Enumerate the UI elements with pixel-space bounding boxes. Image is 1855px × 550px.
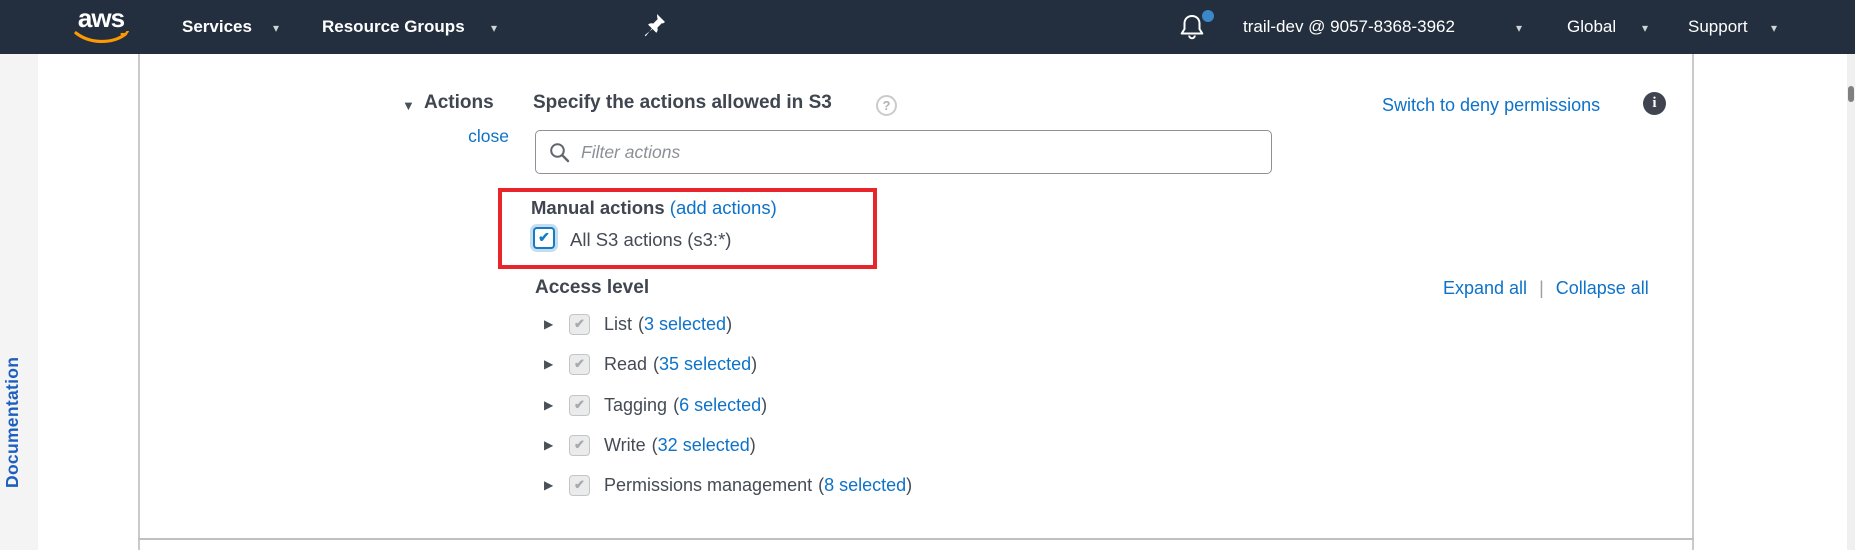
account-caret-icon: ▾	[1516, 21, 1523, 35]
info-icon[interactable]: i	[1643, 92, 1666, 115]
panel-left-border	[138, 54, 140, 550]
aws-smile-icon	[74, 30, 129, 44]
access-row-read: ▶ ✔ Read(35 selected)	[538, 352, 757, 376]
access-row-tagging: ▶ ✔ Tagging(6 selected)	[538, 393, 767, 417]
access-row-permissions-management: ▶ ✔ Permissions management(8 selected)	[538, 473, 912, 497]
switch-to-deny-link[interactable]: Switch to deny permissions	[1382, 95, 1601, 115]
pin-icon[interactable]	[644, 13, 666, 39]
top-nav-bar: aws Services ▾ Resource Groups ▾ trail-d…	[0, 0, 1855, 54]
checkmark-icon: ✔	[574, 436, 585, 452]
add-actions-link[interactable]: add actions	[675, 197, 771, 218]
actions-subtitle: Specify the actions allowed in S3	[533, 92, 832, 113]
nav-services[interactable]: Services	[182, 17, 252, 36]
expander-icon[interactable]: ▶	[544, 478, 554, 492]
region-menu[interactable]: Global	[1567, 17, 1617, 36]
checkmark-icon: ✔	[574, 355, 585, 371]
panel-right-border	[1692, 54, 1694, 550]
all-s3-actions-label: All S3 actions (s3:*)	[570, 229, 732, 250]
row-label: List	[604, 313, 633, 334]
add-actions-paren-open: (	[669, 197, 676, 218]
checkmark-icon: ✔	[538, 229, 550, 245]
row-label: Tagging	[604, 394, 668, 415]
page-scrollbar[interactable]	[1847, 54, 1855, 550]
support-menu[interactable]: Support	[1688, 17, 1748, 36]
region-caret-icon: ▾	[1642, 21, 1649, 35]
tagging-checkbox[interactable]: ✔	[569, 394, 590, 416]
selected-count-link[interactable]: 8 selected	[824, 474, 907, 495]
access-level-title: Access level	[535, 277, 650, 298]
paren-open: (	[818, 474, 825, 495]
filter-actions-input[interactable]	[570, 141, 1271, 163]
collapsed-sidebar	[0, 54, 38, 550]
checkmark-icon: ✔	[574, 476, 585, 492]
checkmark-icon: ✔	[574, 396, 585, 412]
paren-close: )	[751, 353, 758, 374]
selected-count-link[interactable]: 35 selected	[659, 353, 752, 374]
row-label: Permissions management	[604, 474, 813, 495]
aws-logo[interactable]: aws	[72, 5, 130, 49]
notifications-bell-icon[interactable]	[1178, 12, 1212, 44]
services-caret-icon: ▾	[273, 21, 280, 35]
actions-section-title: Actions	[424, 92, 494, 113]
row-label: Read	[604, 353, 648, 374]
panel-bottom-border	[138, 538, 1694, 540]
paren-open: (	[651, 434, 658, 455]
checkmark-icon: ✔	[574, 315, 585, 331]
paren-open: (	[638, 313, 645, 334]
close-link[interactable]: close	[468, 126, 509, 146]
read-checkbox[interactable]: ✔	[569, 353, 590, 375]
page-scrollbar-thumb[interactable]	[1848, 86, 1854, 102]
paren-open: (	[653, 353, 660, 374]
expand-collapse-controls: Expand all | Collapse all	[1443, 278, 1649, 299]
aws-logo-text: aws	[77, 3, 125, 33]
actions-collapse-icon[interactable]: ▼	[402, 98, 415, 113]
notification-badge	[1202, 10, 1214, 22]
expander-icon[interactable]: ▶	[544, 357, 554, 371]
paren-close: )	[906, 474, 913, 495]
list-checkbox[interactable]: ✔	[569, 313, 590, 335]
add-actions-paren-close: )	[770, 197, 777, 218]
access-row-list: ▶ ✔ List(3 selected)	[538, 312, 732, 336]
expand-all-link[interactable]: Expand all	[1443, 278, 1528, 298]
selected-count-link[interactable]: 3 selected	[644, 313, 727, 334]
link-separator: |	[1539, 278, 1544, 298]
expander-icon[interactable]: ▶	[544, 317, 554, 331]
paren-close: )	[761, 394, 768, 415]
paren-close: )	[726, 313, 733, 334]
expander-icon[interactable]: ▶	[544, 438, 554, 452]
collapse-all-link[interactable]: Collapse all	[1555, 278, 1649, 298]
permissions-management-checkbox[interactable]: ✔	[569, 474, 590, 496]
nav-resource-groups[interactable]: Resource Groups	[322, 17, 465, 36]
manual-actions-row: Manual actions (add actions)	[531, 196, 777, 220]
manual-actions-label: Manual actions	[531, 197, 665, 218]
expander-icon[interactable]: ▶	[544, 398, 554, 412]
all-s3-actions-checkbox[interactable]: ✔	[533, 227, 555, 249]
documentation-tab[interactable]: Documentation	[2, 356, 22, 488]
support-caret-icon: ▾	[1771, 21, 1778, 35]
write-checkbox[interactable]: ✔	[569, 434, 590, 456]
paren-close: )	[749, 434, 756, 455]
access-row-write: ▶ ✔ Write(32 selected)	[538, 433, 756, 457]
help-icon[interactable]: ?	[876, 95, 897, 116]
account-menu[interactable]: trail-dev @ 9057-8368-3962	[1243, 17, 1455, 36]
row-label: Write	[604, 434, 646, 455]
search-icon	[550, 142, 570, 162]
filter-actions-box	[535, 130, 1272, 174]
selected-count-link[interactable]: 6 selected	[679, 394, 762, 415]
resource-groups-caret-icon: ▾	[491, 21, 498, 35]
selected-count-link[interactable]: 32 selected	[657, 434, 750, 455]
paren-open: (	[673, 394, 680, 415]
red-highlight-box	[498, 188, 877, 269]
